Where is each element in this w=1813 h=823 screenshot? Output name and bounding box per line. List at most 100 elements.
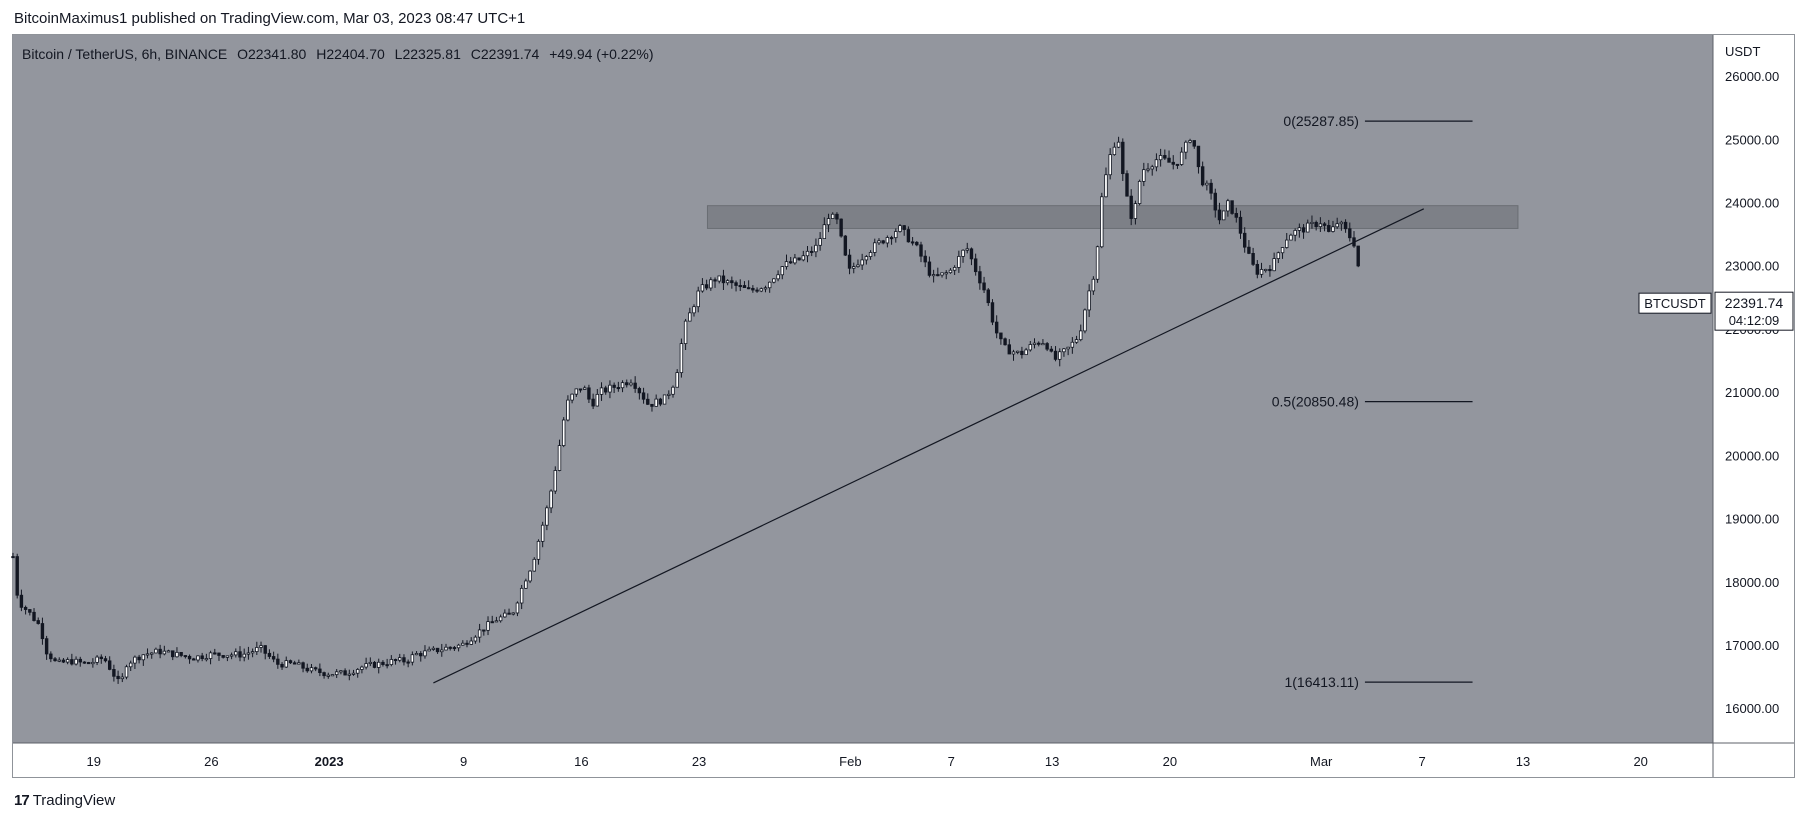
- candle-body: [154, 648, 158, 654]
- candle-body: [1264, 268, 1268, 271]
- candle-body: [368, 661, 373, 664]
- candle-body: [187, 655, 192, 660]
- candle-body: [1348, 228, 1352, 239]
- candle-body: [1095, 246, 1100, 280]
- candle-body: [532, 558, 536, 572]
- candle-body: [486, 621, 490, 631]
- candle-body: [112, 669, 116, 677]
- candle-body: [1087, 290, 1091, 311]
- candle-body: [1003, 338, 1007, 346]
- candle-body: [150, 652, 154, 655]
- candle-body: [1322, 223, 1327, 226]
- candle-body: [919, 244, 923, 257]
- candle-body: [536, 540, 541, 560]
- candle-body: [755, 289, 759, 292]
- legend-open-label: O: [237, 46, 248, 62]
- ascending-trendline[interactable]: [433, 208, 1425, 684]
- candle-body: [948, 269, 953, 274]
- candle-body: [473, 636, 478, 642]
- candle-body: [229, 654, 234, 657]
- tradingview-brand[interactable]: 17 TradingView: [14, 792, 115, 809]
- candle-body: [990, 302, 995, 323]
- candle-body: [259, 645, 263, 648]
- candle-body: [1293, 230, 1297, 236]
- price-tick-label: 19000.00: [1725, 512, 1779, 527]
- candle-body: [477, 629, 482, 638]
- candle-body: [309, 667, 314, 672]
- candle-body: [1053, 350, 1058, 360]
- candle-body: [633, 382, 637, 389]
- candle-body: [1129, 195, 1133, 219]
- candle-body: [1041, 343, 1045, 346]
- candle-body: [978, 271, 982, 284]
- candle-body: [133, 656, 137, 664]
- time-tick-label: 13: [1516, 754, 1530, 769]
- candle-body: [137, 656, 141, 661]
- candle-body: [746, 287, 751, 290]
- candle-body: [868, 252, 873, 257]
- candle-body: [822, 224, 827, 240]
- candle-body: [1112, 146, 1117, 156]
- candle-body: [49, 653, 53, 660]
- candle-body: [393, 659, 398, 662]
- candle-body: [15, 556, 19, 596]
- candle-body: [1146, 168, 1150, 171]
- candle-body: [40, 623, 45, 640]
- candle-body: [116, 675, 120, 680]
- candle-body: [658, 398, 663, 405]
- candle-body: [263, 645, 267, 654]
- candle-body: [284, 660, 288, 668]
- candle-body: [1037, 342, 1041, 345]
- time-tick-label: 16: [574, 754, 588, 769]
- candle-body: [1272, 258, 1276, 272]
- time-tick-label: 19: [86, 754, 100, 769]
- time-tick-label: Mar: [1310, 754, 1333, 769]
- candle-body: [1255, 263, 1260, 275]
- candle-body: [801, 255, 806, 261]
- candle-body: [936, 274, 940, 277]
- candle-body: [465, 642, 469, 645]
- candle-body: [36, 620, 40, 624]
- candle-body: [881, 240, 885, 244]
- candle-body: [1356, 245, 1360, 267]
- candle-body: [587, 387, 591, 400]
- candle-body: [1079, 330, 1083, 341]
- candle-body: [999, 332, 1003, 340]
- candle-body: [250, 651, 255, 654]
- candle-body: [1209, 182, 1213, 194]
- candle-body: [423, 650, 427, 657]
- candle-body: [65, 659, 70, 663]
- candle-body: [179, 651, 183, 656]
- candle-body: [599, 387, 604, 395]
- candle-body: [171, 650, 175, 658]
- candle-body: [793, 257, 797, 264]
- time-tick-label: Feb: [839, 754, 861, 769]
- candle-body: [742, 285, 747, 288]
- candle-body: [351, 672, 356, 675]
- candle-body: [82, 661, 87, 664]
- candle-body: [234, 651, 238, 656]
- candle-body: [696, 290, 700, 308]
- candle-body: [1196, 145, 1201, 168]
- candle-body: [32, 611, 36, 621]
- time-tick-label: 20: [1163, 754, 1177, 769]
- candle-body: [965, 248, 969, 251]
- candle-body: [519, 587, 524, 604]
- candle-body: [145, 653, 150, 656]
- time-tick-label: 9: [460, 754, 467, 769]
- candle-body: [339, 670, 343, 673]
- candle-body: [608, 384, 612, 393]
- candle-body: [864, 256, 869, 261]
- candle-body: [704, 284, 709, 289]
- plot-area[interactable]: [13, 35, 1713, 743]
- candle-body: [957, 256, 961, 268]
- price-tick-label: 21000.00: [1725, 385, 1779, 400]
- candles: [11, 136, 1360, 684]
- candle-body: [86, 662, 91, 665]
- candle-body: [28, 609, 32, 613]
- candle-body: [490, 621, 494, 624]
- candle-body: [1221, 210, 1226, 221]
- candle-body: [498, 616, 503, 622]
- candle-body: [389, 659, 394, 665]
